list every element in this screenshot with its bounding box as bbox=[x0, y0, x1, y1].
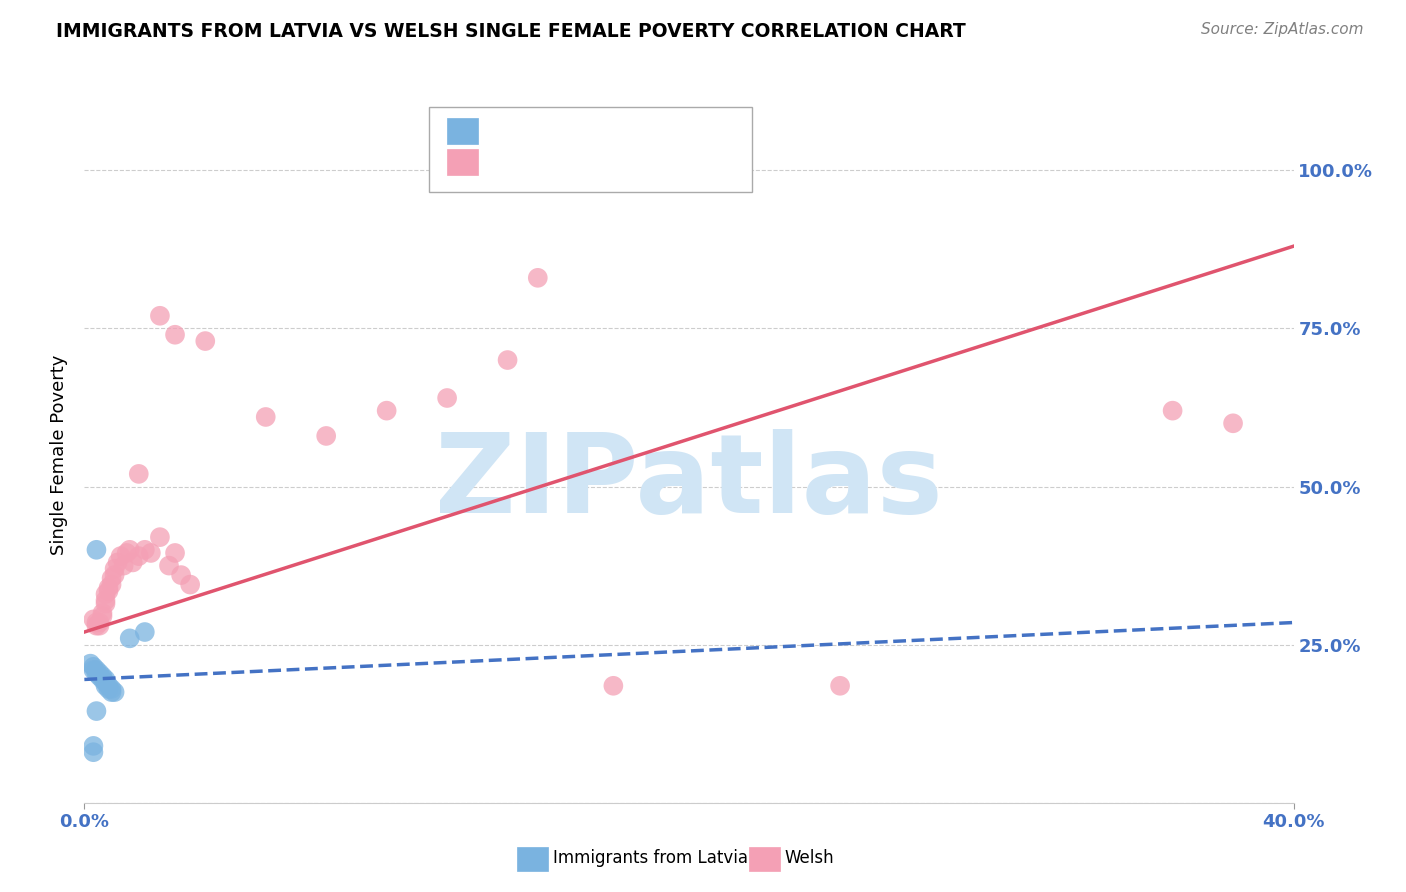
Point bbox=[97, 581, 120, 595]
Point bbox=[91, 669, 114, 683]
Point bbox=[86, 666, 108, 681]
Point bbox=[97, 583, 120, 598]
Point bbox=[100, 577, 122, 591]
Text: R =: R = bbox=[485, 122, 524, 140]
Point bbox=[82, 660, 104, 674]
Point bbox=[165, 546, 187, 560]
Point bbox=[94, 679, 117, 693]
Point bbox=[100, 681, 122, 696]
Point bbox=[139, 546, 162, 560]
Point bbox=[94, 593, 117, 607]
Point bbox=[179, 577, 201, 591]
Text: 0.501: 0.501 bbox=[523, 153, 579, 171]
Y-axis label: Single Female Poverty: Single Female Poverty bbox=[51, 355, 69, 555]
Point bbox=[134, 625, 156, 640]
Point bbox=[82, 612, 104, 626]
Point bbox=[91, 609, 114, 624]
Point bbox=[86, 618, 108, 632]
Point bbox=[496, 353, 519, 368]
Point bbox=[104, 562, 127, 576]
Point bbox=[94, 673, 117, 687]
Text: N =: N = bbox=[598, 122, 637, 140]
Text: R =: R = bbox=[485, 153, 524, 171]
Point bbox=[254, 409, 277, 424]
Text: Welsh: Welsh bbox=[785, 849, 834, 867]
Text: 21: 21 bbox=[637, 122, 662, 140]
Point bbox=[91, 606, 114, 620]
Point bbox=[112, 558, 135, 573]
Point bbox=[100, 571, 122, 585]
Point bbox=[1222, 417, 1244, 431]
Point bbox=[115, 546, 138, 560]
Point bbox=[82, 739, 104, 753]
Point bbox=[86, 704, 108, 718]
Point bbox=[194, 334, 217, 348]
Point bbox=[89, 618, 111, 632]
Point bbox=[86, 542, 108, 557]
Point bbox=[110, 549, 132, 563]
Point bbox=[104, 568, 127, 582]
Point bbox=[91, 673, 114, 687]
Text: Immigrants from Latvia: Immigrants from Latvia bbox=[553, 849, 748, 867]
Text: ZIPatlas: ZIPatlas bbox=[434, 429, 943, 536]
Point bbox=[86, 615, 108, 630]
Point bbox=[100, 685, 122, 699]
Point bbox=[104, 685, 127, 699]
Point bbox=[89, 666, 111, 681]
Text: IMMIGRANTS FROM LATVIA VS WELSH SINGLE FEMALE POVERTY CORRELATION CHART: IMMIGRANTS FROM LATVIA VS WELSH SINGLE F… bbox=[56, 22, 966, 41]
Point bbox=[315, 429, 337, 443]
Point bbox=[118, 632, 141, 646]
Point bbox=[128, 549, 150, 563]
Text: 0.118: 0.118 bbox=[523, 122, 581, 140]
Point bbox=[134, 542, 156, 557]
Point bbox=[527, 270, 550, 285]
Point bbox=[86, 663, 108, 677]
Point bbox=[149, 309, 172, 323]
Point bbox=[436, 391, 458, 405]
Point bbox=[170, 568, 193, 582]
Point bbox=[375, 403, 398, 417]
Point bbox=[89, 669, 111, 683]
Point bbox=[89, 615, 111, 630]
Text: Source: ZipAtlas.com: Source: ZipAtlas.com bbox=[1201, 22, 1364, 37]
Point bbox=[149, 530, 172, 544]
Point bbox=[121, 556, 143, 570]
Point bbox=[94, 587, 117, 601]
Point bbox=[94, 597, 117, 611]
Point bbox=[82, 663, 104, 677]
Point bbox=[118, 542, 141, 557]
Point bbox=[97, 681, 120, 696]
Point bbox=[602, 679, 624, 693]
Text: N =: N = bbox=[598, 153, 637, 171]
Point bbox=[82, 745, 104, 759]
Point bbox=[79, 657, 101, 671]
Point bbox=[157, 558, 180, 573]
Point bbox=[97, 679, 120, 693]
Point bbox=[94, 675, 117, 690]
Point bbox=[165, 327, 187, 342]
Point bbox=[107, 556, 129, 570]
Point bbox=[830, 679, 852, 693]
Point bbox=[1161, 403, 1184, 417]
Point bbox=[128, 467, 150, 481]
Text: 43: 43 bbox=[637, 153, 662, 171]
